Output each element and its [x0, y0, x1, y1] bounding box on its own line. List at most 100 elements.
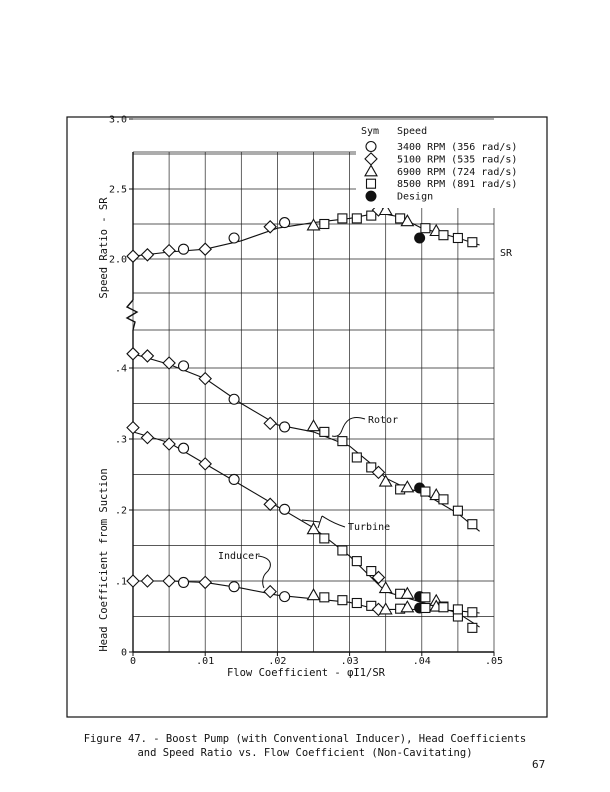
x-axis-label: Flow Coefficient - φI1/SR — [227, 667, 386, 679]
data-point-sr — [306, 218, 321, 231]
data-point-turbine — [228, 473, 240, 486]
data-point-turbine — [263, 497, 277, 512]
data-point-turbine — [319, 533, 330, 544]
data-point-sr — [366, 210, 377, 221]
data-point-turbine — [162, 437, 176, 451]
data-point-inducer — [467, 607, 478, 618]
legend-label: 6900 RPM (724 rad/s) — [397, 167, 517, 178]
axis-break-icon — [125, 299, 139, 331]
data-point-rotor — [162, 356, 176, 370]
data-point-sr — [452, 232, 463, 244]
data-point-inducer — [420, 602, 431, 614]
x-tick-label: 0 — [130, 656, 136, 667]
data-point-sr — [400, 214, 415, 227]
data-point-sr — [140, 248, 155, 262]
data-point-rotor — [306, 419, 321, 432]
data-point-sr — [126, 249, 140, 263]
data-point-sr — [438, 230, 449, 241]
legend-label: 3400 RPM (356 rad/s) — [397, 142, 517, 153]
series-label-sr: SR — [500, 248, 513, 259]
data-point-turbine — [279, 503, 291, 515]
data-point-sr — [351, 213, 362, 224]
data-point-rotor — [438, 494, 449, 505]
data-point-turbine — [351, 556, 362, 567]
figure-caption-line2: and Speed Ratio vs. Flow Coefficient (No… — [137, 747, 473, 759]
data-point-turbine — [400, 586, 415, 599]
y-tick-label: 0 — [121, 648, 127, 659]
data-point-inducer — [279, 591, 291, 603]
data-point-turbine — [378, 580, 393, 594]
figure-caption-line1: Figure 47. - Boost Pump (with Convention… — [83, 733, 527, 745]
y-tick-label: .2 — [115, 506, 127, 517]
legend-marker-circle — [365, 140, 377, 153]
legend-marker-square — [365, 178, 377, 189]
series-label-rotor: Rotor — [368, 415, 398, 426]
legend-label: 5100 RPM (535 rad/s) — [397, 154, 517, 165]
y-axis-label-speed-ratio: Speed Ratio - SR — [98, 197, 110, 299]
y-tick-label: 2.0 — [109, 255, 127, 266]
data-point-sr — [395, 213, 406, 224]
data-point-inducer — [126, 574, 140, 588]
data-point-rotor — [337, 436, 348, 447]
inducer-leader-line — [257, 555, 271, 589]
x-tick-label: .04 — [413, 656, 431, 667]
data-point-rotor — [126, 347, 140, 361]
y-axis-label-head-coefficient: Head Coefficient from Suction — [98, 468, 110, 651]
data-point-inducer — [140, 574, 155, 588]
data-point-sr — [263, 220, 277, 234]
series-label-inducer: Inducer — [218, 551, 260, 562]
data-point-sr — [378, 202, 393, 216]
data-point-rotor — [351, 452, 362, 463]
data-point-turbine — [198, 457, 212, 471]
y-tick-label: .4 — [115, 364, 127, 375]
data-point-inducer — [228, 581, 240, 593]
legend-header-speed: Speed — [397, 126, 427, 137]
data-point-inducer — [177, 576, 190, 588]
data-point-inducer — [452, 604, 463, 615]
data-point-turbine — [371, 570, 386, 585]
data-point-rotor — [177, 360, 190, 372]
legend-label: 8500 RPM (891 rad/s) — [397, 179, 517, 190]
y-tick-label: 3.0 — [109, 115, 127, 126]
data-point-sr — [414, 232, 426, 244]
data-point-turbine — [177, 442, 190, 454]
data-point-sr — [177, 243, 190, 255]
data-point-sr — [162, 243, 176, 258]
x-tick-label: .03 — [341, 656, 359, 667]
legend-header-symbol: Sym — [361, 126, 379, 137]
data-point-turbine — [467, 622, 478, 633]
data-point-rotor — [400, 480, 415, 493]
legend-marker-triangle — [364, 164, 378, 177]
data-point-turbine — [337, 545, 348, 556]
data-point-turbine — [420, 592, 431, 603]
data-point-inducer — [351, 597, 362, 609]
data-point-inducer — [263, 584, 277, 599]
legend-marker-filled-circle — [365, 190, 377, 202]
data-point-rotor — [263, 416, 277, 431]
turbine-leader-line — [301, 515, 346, 529]
data-point-inducer — [198, 575, 212, 590]
legend-label: Design — [397, 192, 433, 203]
data-point-rotor — [279, 421, 291, 433]
data-point-rotor — [319, 426, 330, 437]
x-tick-label: .05 — [485, 656, 503, 667]
data-point-turbine — [140, 430, 155, 445]
data-point-sr — [279, 217, 291, 229]
y-tick-label: .3 — [115, 435, 127, 446]
figure-frame — [66, 116, 548, 718]
data-point-rotor — [467, 519, 478, 530]
data-point-rotor — [140, 349, 155, 363]
y-tick-label: 2.5 — [109, 185, 127, 196]
data-point-sr — [467, 237, 478, 248]
data-point-sr — [420, 223, 431, 234]
data-point-inducer — [319, 592, 330, 603]
data-point-rotor — [366, 462, 377, 473]
x-tick-label: .01 — [196, 656, 214, 667]
x-tick-label: .02 — [268, 656, 286, 667]
data-point-turbine — [306, 522, 321, 535]
data-point-turbine — [126, 420, 140, 435]
data-point-inducer — [438, 602, 449, 613]
data-point-sr — [319, 218, 330, 230]
data-point-inducer — [337, 595, 348, 606]
